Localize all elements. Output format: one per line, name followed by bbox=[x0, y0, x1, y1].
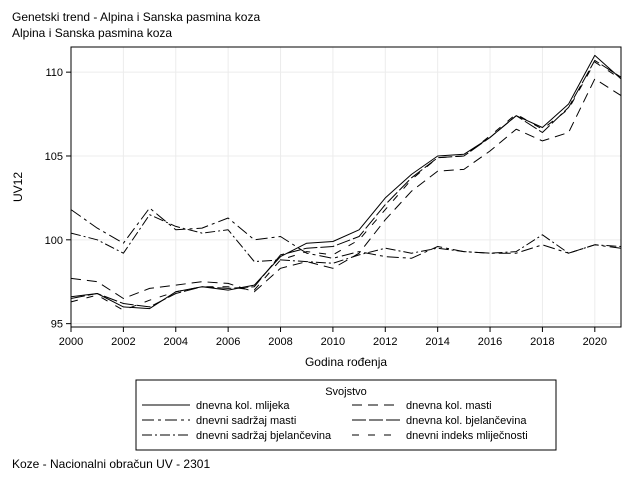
x-tick-label: 2012 bbox=[373, 336, 397, 348]
series-line-2 bbox=[70, 78, 622, 299]
y-tick-label: 100 bbox=[45, 235, 63, 247]
series-lines bbox=[70, 54, 622, 311]
chart-title: Genetski trend - Alpina i Sanska pasmina… bbox=[12, 10, 261, 24]
x-tick-label: 2018 bbox=[530, 336, 554, 348]
x-axis-ticks: 2000 2002 2004 2006 2008 2010 2012 2014 2016 2018… bbox=[59, 327, 607, 348]
grid-lines bbox=[70, 47, 621, 327]
legend-label: dnevni sadržaj bjelančevina bbox=[196, 430, 332, 442]
legend-box bbox=[135, 379, 557, 451]
y-tick-label: 95 bbox=[51, 319, 63, 331]
x-tick-label: 2004 bbox=[164, 336, 188, 348]
legend-entries: dnevna kol. mlijeka dnevna kol. masti dnev… bbox=[142, 400, 528, 442]
series-line-6 bbox=[70, 61, 622, 311]
legend-label: dnevna kol. bjelančevina bbox=[406, 415, 527, 427]
x-tick-label: 2016 bbox=[478, 336, 502, 348]
x-tick-label: 2002 bbox=[111, 336, 135, 348]
x-tick-label: 2008 bbox=[268, 336, 292, 348]
x-tick-label: 2010 bbox=[321, 336, 345, 348]
x-tick-label: 2000 bbox=[59, 336, 83, 348]
plot-frame bbox=[70, 46, 622, 328]
legend-title: Svojstvo bbox=[325, 386, 367, 398]
series-line-3 bbox=[70, 207, 622, 259]
legend-label: dnevni indeks mliječnosti bbox=[406, 430, 528, 442]
y-axis-ticks: 95 100 105 110 bbox=[45, 67, 71, 331]
series-line-4 bbox=[70, 59, 622, 308]
legend-label: dnevni sadržaj masti bbox=[196, 415, 296, 427]
y-axis-label: UV12 bbox=[11, 172, 25, 202]
legend-label: dnevna kol. mlijeka bbox=[196, 400, 290, 412]
x-tick-label: 2014 bbox=[425, 336, 449, 348]
x-tick-label: 2006 bbox=[216, 336, 240, 348]
y-tick-label: 105 bbox=[45, 151, 63, 163]
y-tick-label: 110 bbox=[45, 67, 63, 79]
x-axis-label: Godina rođenja bbox=[305, 355, 387, 369]
chart-subtitle: Alpina i Sanska pasmina koza bbox=[12, 26, 173, 40]
series-line-1 bbox=[70, 54, 622, 310]
x-tick-label: 2020 bbox=[583, 336, 607, 348]
footnote: Koze - Nacionalni obračun UV - 2301 bbox=[12, 457, 211, 471]
series-line-5 bbox=[70, 214, 622, 264]
legend-label: dnevna kol. masti bbox=[406, 400, 492, 412]
